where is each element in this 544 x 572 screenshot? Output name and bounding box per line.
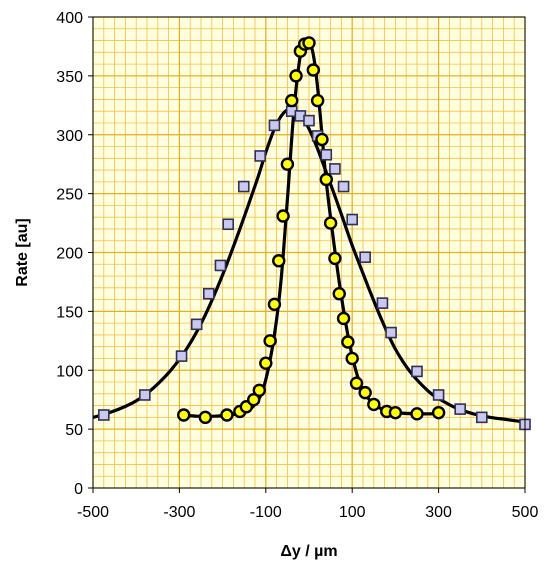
y-axis-title: Rate [au] — [14, 218, 31, 286]
y-tick-label: 200 — [56, 246, 83, 263]
circle-point — [323, 216, 338, 230]
square-point — [432, 389, 445, 401]
square-point — [139, 389, 151, 401]
circle-point — [263, 334, 277, 348]
axes — [88, 16, 526, 493]
circle-point — [259, 356, 273, 370]
square-point — [214, 259, 227, 272]
y-tick-label: 250 — [56, 187, 83, 204]
circle-point — [276, 209, 290, 223]
square-point — [190, 318, 203, 331]
circle-point — [220, 408, 234, 422]
square-point — [385, 326, 397, 339]
square-point — [303, 114, 315, 127]
circle-point — [349, 376, 364, 390]
square-point — [346, 213, 359, 226]
square-point — [254, 150, 266, 162]
x-tick-label: -100 — [250, 504, 282, 521]
circle-point — [272, 254, 286, 268]
y-tick-label: 50 — [65, 422, 83, 439]
x-tick-label: 300 — [425, 504, 452, 521]
x-tick-label: 100 — [339, 504, 366, 521]
square-point — [337, 180, 350, 193]
circle-point — [177, 408, 191, 422]
square-point — [454, 403, 467, 415]
square-point — [268, 119, 281, 132]
square-point — [98, 409, 110, 421]
circle-point — [289, 69, 303, 83]
x-tick-label: -300 — [163, 504, 195, 521]
square-point — [237, 180, 250, 193]
y-tick-label: 300 — [56, 128, 83, 145]
circle-point — [280, 157, 295, 171]
square-point — [411, 365, 423, 378]
square-point — [175, 350, 188, 362]
circle-point — [319, 172, 333, 187]
circle-point — [345, 351, 359, 366]
circle-point — [315, 132, 329, 147]
circle-point — [302, 36, 316, 50]
circle-point — [328, 251, 342, 266]
square-point — [202, 287, 215, 300]
circle-point — [341, 335, 355, 349]
circle-point — [198, 410, 213, 425]
x-tick-label: -500 — [77, 504, 109, 521]
circle-point — [310, 93, 325, 108]
y-tick-label: 400 — [56, 10, 83, 27]
x-tick-label: 500 — [512, 504, 539, 521]
circle-point — [332, 287, 346, 301]
y-tick-label: 0 — [74, 481, 83, 498]
circle-point — [267, 297, 282, 312]
circle-point — [247, 392, 261, 407]
circle-point — [306, 63, 321, 77]
y-tick-label: 350 — [56, 69, 83, 86]
circle-point — [336, 311, 351, 326]
x-axis-title: Δy / µm — [280, 543, 337, 560]
y-tick-label: 100 — [56, 363, 83, 380]
circle-point — [410, 407, 424, 421]
square-point — [376, 297, 389, 309]
circle-point — [431, 405, 446, 420]
circle-point — [358, 385, 372, 400]
circle-point — [367, 397, 381, 412]
square-point — [222, 218, 235, 231]
square-point — [320, 148, 333, 161]
square-point — [329, 163, 341, 175]
tick-labels: 0 50 100 150 200 250 300 350 400 -500 -300 -100 100 3… — [56, 10, 538, 521]
data-points — [98, 36, 531, 431]
circle-point — [388, 405, 403, 420]
square-point — [359, 251, 371, 264]
square-point — [475, 411, 488, 424]
circle-point — [285, 93, 299, 108]
circle-point — [252, 383, 267, 397]
y-tick-label: 150 — [56, 304, 83, 321]
